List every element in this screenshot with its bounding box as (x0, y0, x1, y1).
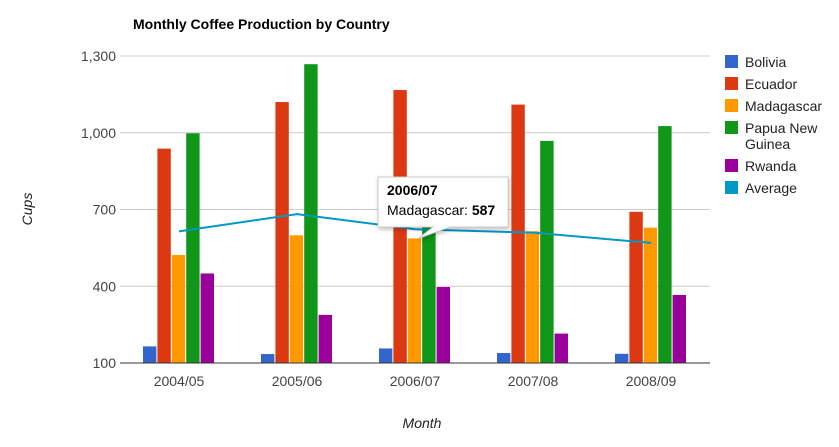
bar-bolivia-2005-06[interactable] (261, 354, 275, 363)
bar-bolivia-2008-09[interactable] (615, 353, 629, 363)
bar-rwanda-2007-08[interactable] (554, 333, 568, 363)
axes: 100 400 700 1,000 1,300 2004/05 2005/06 2006/07… (81, 48, 710, 389)
chart-title: Monthly Coffee Production by Country (133, 16, 390, 32)
bar-ecuador-2007-08[interactable] (511, 104, 525, 363)
tooltip-title: 2006/07 (387, 182, 438, 198)
bar-madagascar-2005-06[interactable] (289, 235, 304, 363)
bar-ecuador-2008-09[interactable] (629, 211, 643, 363)
x-tick-label: 2006/07 (390, 373, 441, 389)
bar-ecuador-2005-06[interactable] (275, 102, 289, 364)
bar-bolivia-2007-08[interactable] (497, 353, 511, 363)
bar-papua-new-guinea-2004-05[interactable] (186, 133, 200, 363)
bar-bolivia-2006-07[interactable] (379, 348, 393, 363)
bar-madagascar-2007-08[interactable] (525, 231, 540, 363)
bar-papua-new-guinea-2008-09[interactable] (658, 126, 672, 364)
legend-swatch-bolivia (725, 55, 738, 68)
average-line-layer (178, 213, 652, 244)
tooltip-value: 587 (472, 202, 496, 218)
legend-label-papua-new-guinea: Papua New (745, 120, 818, 136)
tooltip-series-label: Madagascar: 587 (387, 202, 495, 218)
bar-rwanda-2004-05[interactable] (200, 273, 214, 363)
line-average[interactable] (178, 213, 652, 244)
x-tick-label: 2004/05 (154, 373, 205, 389)
y-axis-title: Cups (19, 193, 35, 226)
x-tick-label: 2008/09 (626, 373, 677, 389)
x-tick-label: 2007/08 (508, 373, 559, 389)
legend-swatch-average (725, 181, 738, 194)
tooltip: 2006/07 Madagascar: 587 (377, 176, 509, 239)
x-axis-title: Month (403, 415, 442, 431)
y-tick-label: 400 (93, 278, 117, 294)
legend-label-bolivia: Bolivia (745, 54, 786, 70)
bar-papua-new-guinea-2005-06[interactable] (304, 64, 318, 363)
legend-swatch-papua-new-guinea (725, 121, 738, 134)
bar-bolivia-2004-05[interactable] (143, 346, 157, 363)
bars (143, 64, 686, 364)
y-tick-label: 700 (93, 202, 117, 218)
bar-madagascar-2006-07[interactable] (407, 238, 422, 363)
bar-papua-new-guinea-2007-08[interactable] (540, 140, 554, 363)
y-tick-label: 1,300 (81, 48, 116, 64)
bar-madagascar-2008-09[interactable] (643, 227, 658, 363)
bar-rwanda-2005-06[interactable] (318, 314, 332, 363)
legend-swatch-ecuador (725, 77, 738, 90)
y-tick-label: 1,000 (81, 125, 116, 141)
y-tick-label: 100 (93, 355, 117, 371)
legend-label-papua-new-guinea: Guinea (745, 136, 790, 152)
legend-swatch-rwanda (725, 159, 738, 172)
legend-label-average: Average (745, 180, 797, 196)
x-tick-label: 2005/06 (272, 373, 323, 389)
bar-rwanda-2006-07[interactable] (436, 287, 450, 363)
legend-label-madagascar: Madagascar (745, 98, 822, 114)
bar-ecuador-2004-05[interactable] (157, 148, 171, 363)
bar-rwanda-2008-09[interactable] (672, 294, 686, 363)
tooltip-box (377, 176, 509, 239)
bar-madagascar-2004-05[interactable] (171, 255, 186, 363)
legend-label-rwanda: Rwanda (745, 158, 797, 174)
legend-swatch-madagascar (725, 99, 738, 112)
legend-label-ecuador: Ecuador (745, 76, 797, 92)
